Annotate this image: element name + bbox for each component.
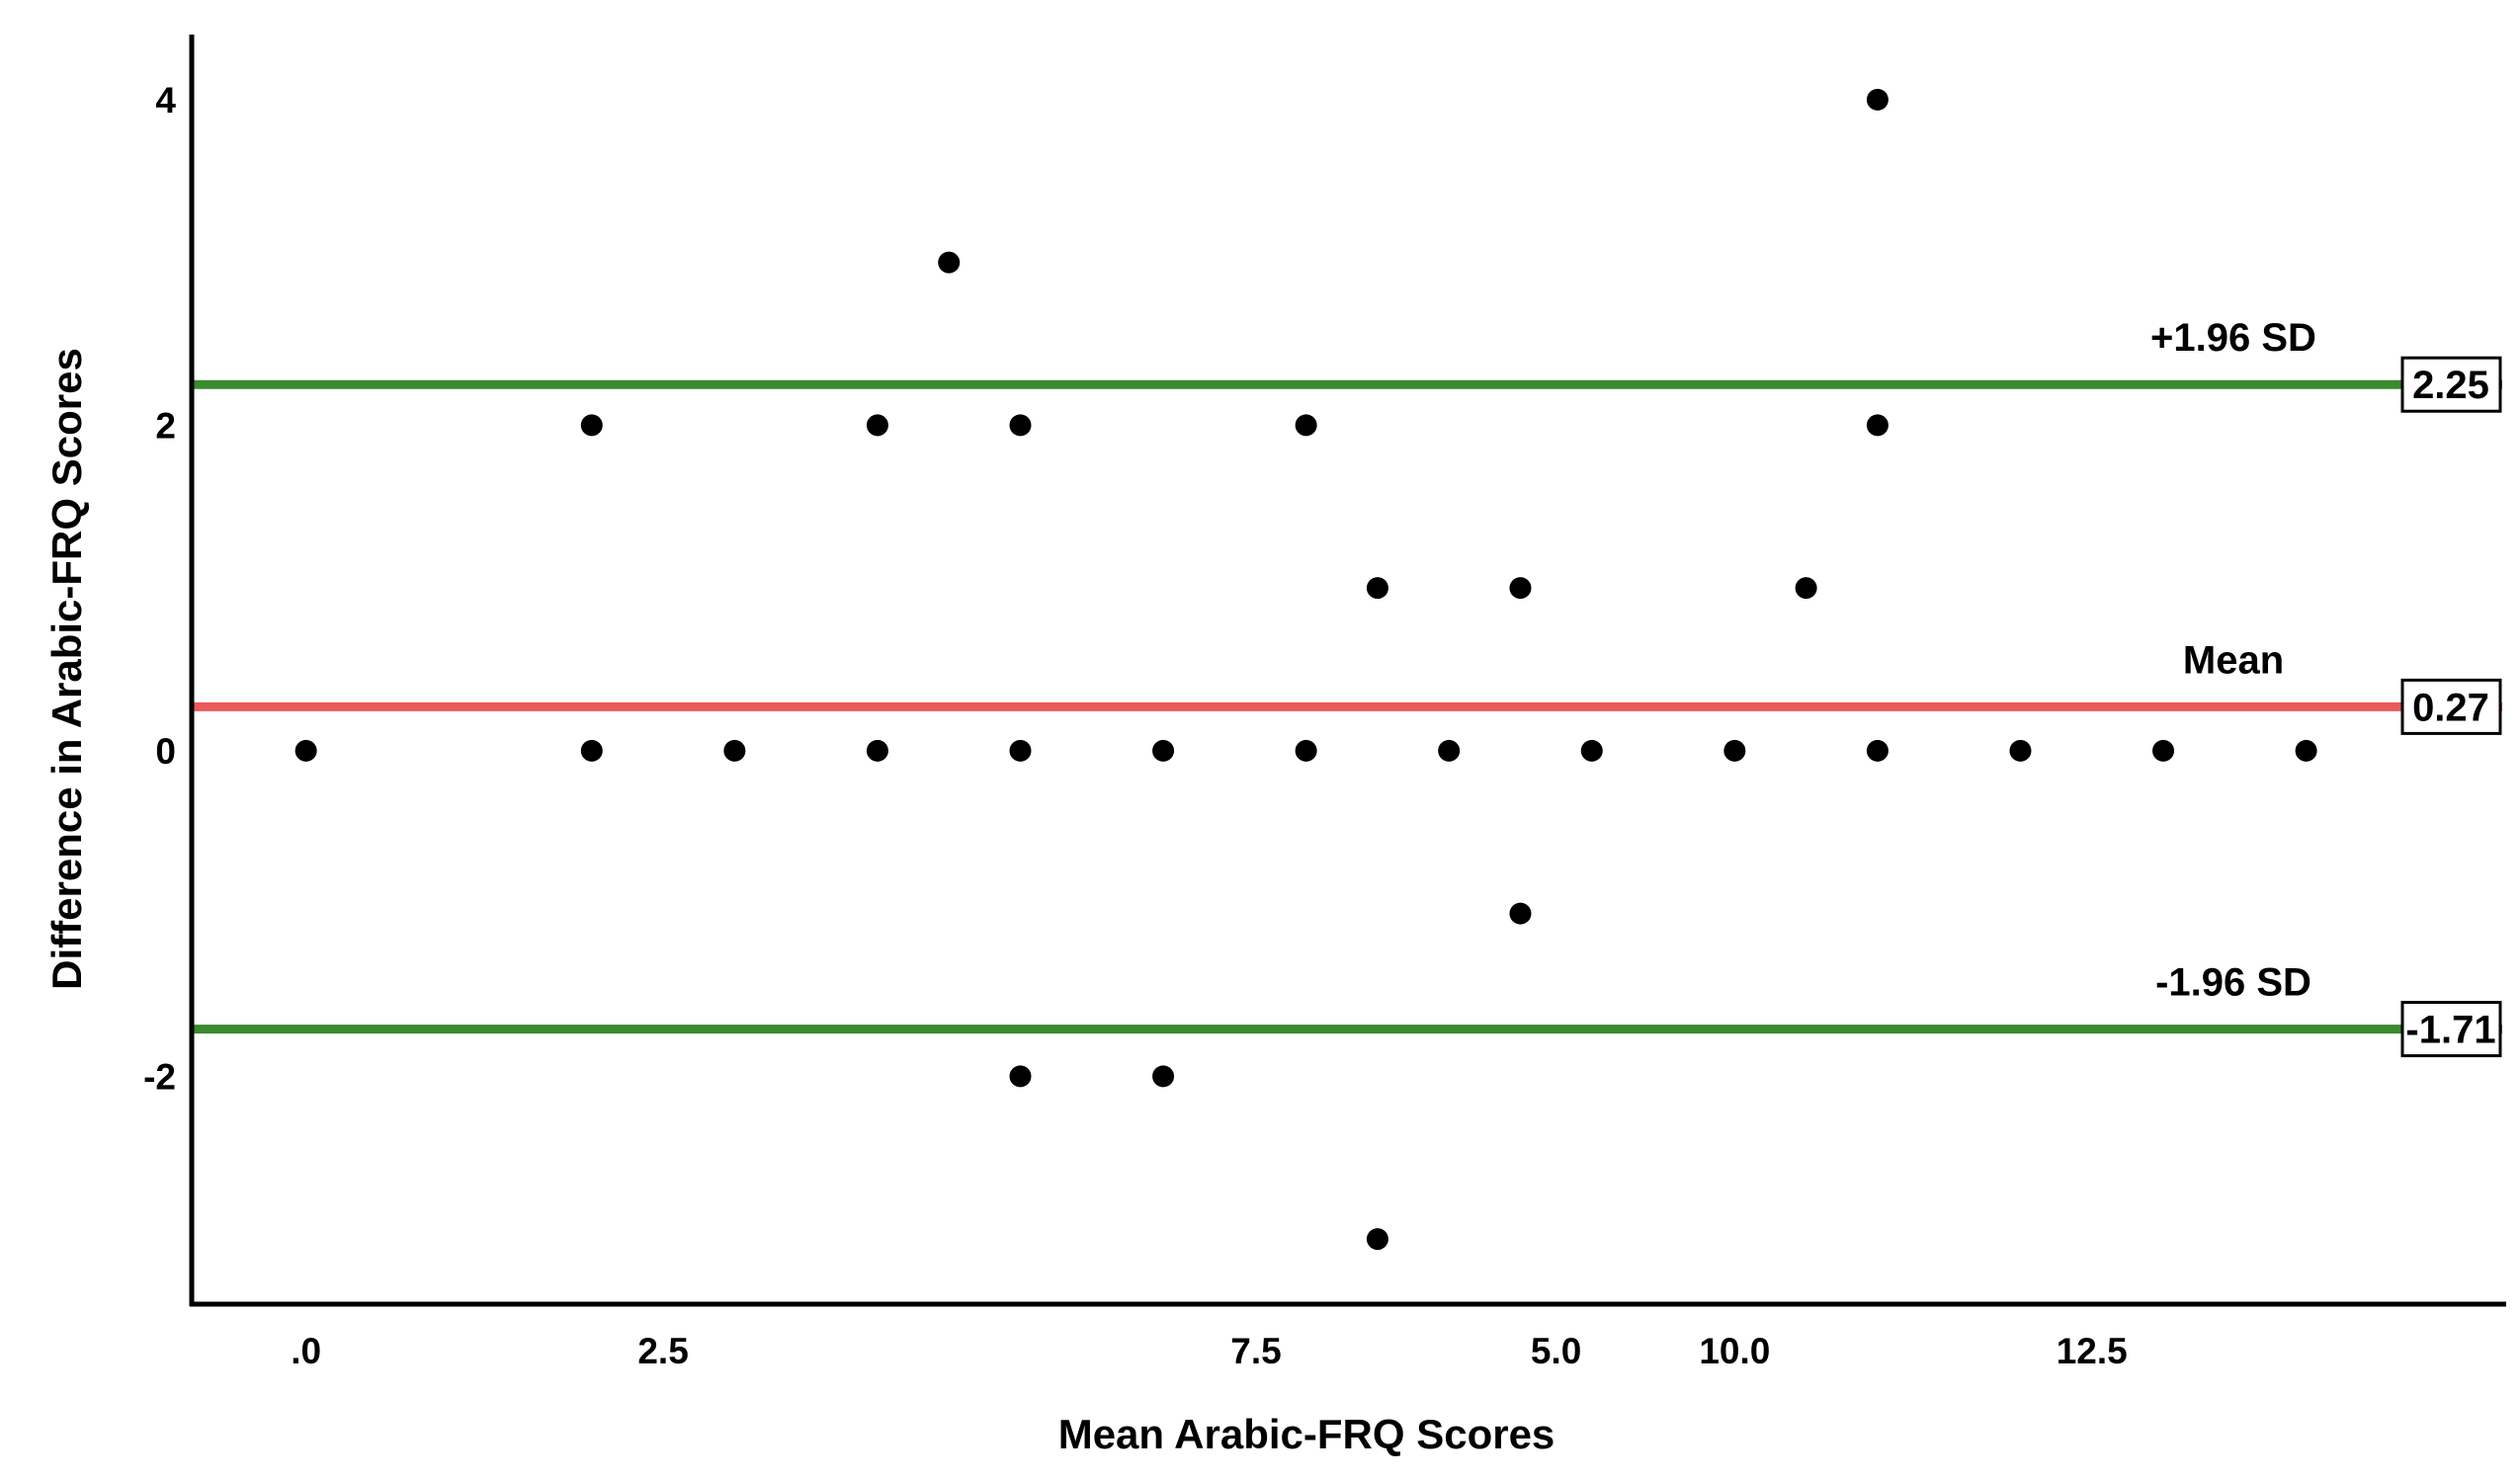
y-axis-label: Difference in Arabic-FRQ Scores (43, 348, 90, 990)
reference-line-label-1-96-sd: +1.96 SD (2150, 316, 2316, 360)
data-point (1580, 739, 1603, 762)
data-point (2295, 739, 2317, 762)
data-point (866, 414, 888, 437)
data-point (1366, 1228, 1388, 1251)
reference-lines: +1.96 SD 2.25 Mean 0.27 -1.96 SD -1.71 (192, 316, 2502, 1058)
reference-value-box-mean (2400, 678, 2502, 735)
data-point (1509, 902, 1532, 925)
reference-value-1-96-sd: 2.25 (2412, 364, 2489, 407)
data-point (1152, 1065, 1175, 1088)
data-point (580, 414, 603, 437)
data-point (580, 739, 603, 762)
data-point (2009, 739, 2032, 762)
data-point (2152, 739, 2175, 762)
x-tick-label: 5.0 (1531, 1331, 1581, 1371)
data-point (1366, 577, 1388, 600)
reference-value-1-96-sd: -1.71 (2405, 1009, 2495, 1052)
data-point (294, 739, 317, 762)
reference-line-label-1-96-sd: -1.96 SD (2155, 961, 2311, 1005)
data-point (1509, 577, 1532, 600)
x-tick-label: 12.5 (2057, 1331, 2128, 1371)
data-point (1009, 739, 1032, 762)
data-point (1009, 414, 1032, 437)
reference-value-mean: 0.27 (2412, 686, 2489, 729)
data-point (866, 739, 888, 762)
reference-value-box-1-96-sd (2400, 356, 2502, 413)
x-tick-label: 7.5 (1230, 1331, 1281, 1371)
reference-line-label-mean: Mean (2183, 638, 2284, 682)
reference-value-box-1-96-sd (2400, 1001, 2502, 1058)
y-tick-label: 2 (155, 405, 176, 446)
x-tick-label: .0 (291, 1331, 321, 1371)
data-point (1295, 414, 1317, 437)
x-tick-label: 10.0 (1699, 1331, 1770, 1371)
axes (189, 35, 2506, 1307)
y-tick-label: -2 (143, 1056, 176, 1097)
y-tick-labels: 4 2 0 -2 (143, 80, 176, 1097)
y-tick-label: 0 (155, 731, 176, 772)
data-point (1866, 414, 1889, 437)
data-point (1152, 739, 1175, 762)
data-point (1795, 577, 1817, 600)
y-tick-label: 4 (155, 80, 176, 121)
data-points (294, 88, 2317, 1251)
data-point (1723, 739, 1746, 762)
data-point (1438, 739, 1461, 762)
data-point (1866, 739, 1889, 762)
x-tick-labels: .0 2.5 7.5 5.0 10.0 12.5 (291, 1331, 2128, 1371)
data-point (1009, 1065, 1032, 1088)
data-point (1866, 88, 1889, 111)
x-axis-label: Mean Arabic-FRQ Scores (1058, 1411, 1555, 1457)
data-point (723, 739, 746, 762)
data-point (1295, 739, 1317, 762)
data-point (938, 251, 961, 274)
x-tick-label: 2.5 (637, 1331, 688, 1371)
